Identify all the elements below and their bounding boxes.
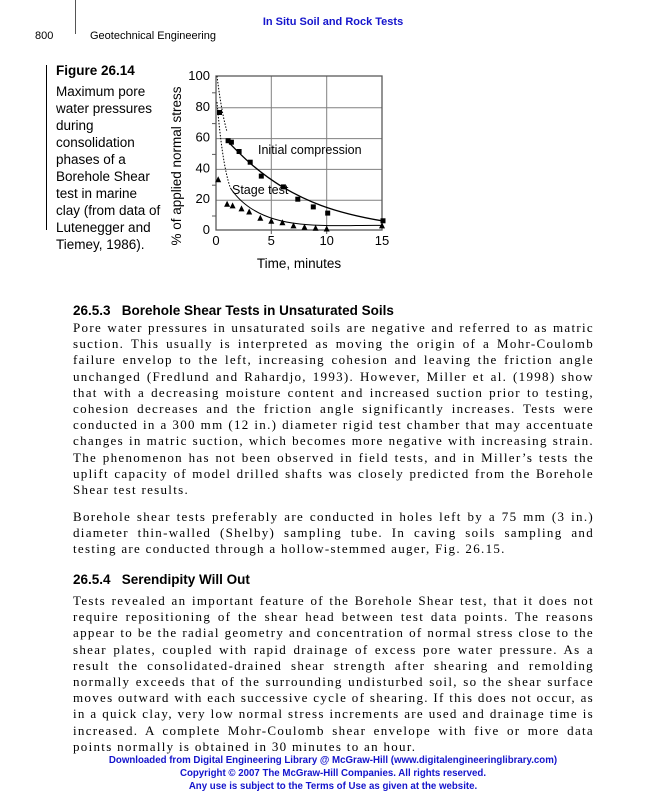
svg-text:5: 5 (268, 233, 275, 248)
svg-text:60: 60 (196, 130, 210, 145)
svg-text:15: 15 (375, 233, 389, 248)
svg-text:100: 100 (188, 68, 210, 83)
svg-text:40: 40 (196, 160, 210, 175)
svg-text:10: 10 (319, 233, 333, 248)
svg-text:% of applied normal stress: % of applied normal stress (170, 86, 184, 245)
svg-text:0: 0 (212, 233, 219, 248)
svg-text:Time, minutes: Time, minutes (257, 256, 342, 271)
svg-text:Initial compression: Initial compression (258, 143, 362, 157)
svg-text:20: 20 (196, 191, 210, 206)
svg-text:80: 80 (196, 99, 210, 114)
svg-text:Stage test: Stage test (232, 183, 289, 197)
svg-text:0: 0 (203, 222, 210, 237)
